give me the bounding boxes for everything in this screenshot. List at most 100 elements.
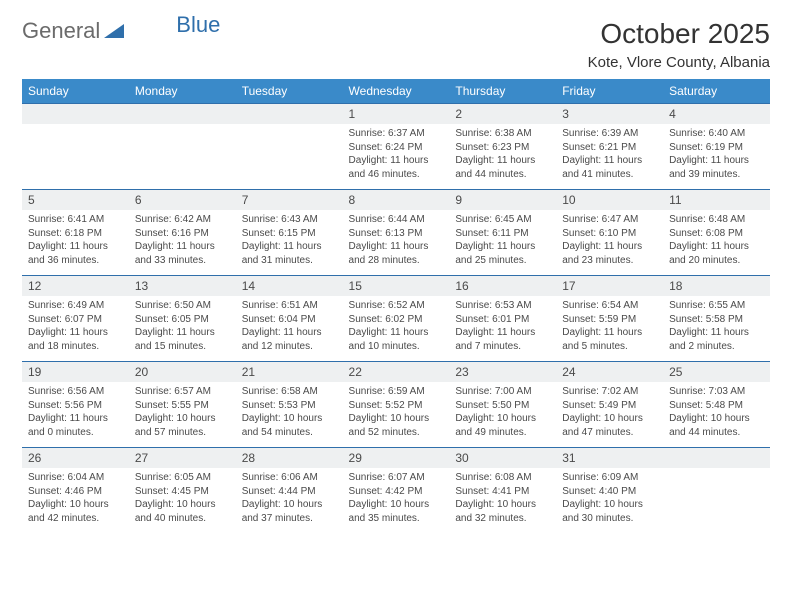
day-detail-cell: Sunrise: 6:04 AMSunset: 4:46 PMDaylight:…: [22, 468, 129, 533]
sunset-text: Sunset: 4:45 PM: [135, 485, 230, 499]
daylight-text-2: and 42 minutes.: [28, 512, 123, 526]
sunset-text: Sunset: 6:08 PM: [669, 227, 764, 241]
sunrise-text: Sunrise: 6:09 AM: [562, 471, 657, 485]
daylight-text-1: Daylight: 10 hours: [562, 498, 657, 512]
day-number-cell: 31: [556, 448, 663, 469]
sunrise-text: Sunrise: 6:38 AM: [455, 127, 550, 141]
sunset-text: Sunset: 6:18 PM: [28, 227, 123, 241]
daylight-text-1: Daylight: 10 hours: [242, 498, 337, 512]
day-number-cell: 19: [22, 362, 129, 383]
daylight-text-2: and 57 minutes.: [135, 426, 230, 440]
day-number-cell: 7: [236, 190, 343, 211]
day-number-cell: 1: [343, 104, 450, 125]
sunset-text: Sunset: 6:05 PM: [135, 313, 230, 327]
sunset-text: Sunset: 5:55 PM: [135, 399, 230, 413]
day-number-cell: 2: [449, 104, 556, 125]
daylight-text-2: and 25 minutes.: [455, 254, 550, 268]
sunrise-text: Sunrise: 6:41 AM: [28, 213, 123, 227]
day-number-cell: 25: [663, 362, 770, 383]
daylight-text-1: Daylight: 11 hours: [562, 154, 657, 168]
daylight-text-1: Daylight: 11 hours: [135, 240, 230, 254]
daylight-text-1: Daylight: 11 hours: [562, 240, 657, 254]
day-number-cell: 10: [556, 190, 663, 211]
daylight-text-1: Daylight: 11 hours: [28, 412, 123, 426]
sunrise-text: Sunrise: 6:54 AM: [562, 299, 657, 313]
day-detail-cell: [22, 124, 129, 190]
day-header: Friday: [556, 79, 663, 104]
day-detail-row: Sunrise: 6:56 AMSunset: 5:56 PMDaylight:…: [22, 382, 770, 448]
day-header: Tuesday: [236, 79, 343, 104]
day-number-cell: 12: [22, 276, 129, 297]
sunset-text: Sunset: 5:56 PM: [28, 399, 123, 413]
sunset-text: Sunset: 4:40 PM: [562, 485, 657, 499]
sunset-text: Sunset: 6:13 PM: [349, 227, 444, 241]
day-number-cell: [129, 104, 236, 125]
day-detail-cell: Sunrise: 6:39 AMSunset: 6:21 PMDaylight:…: [556, 124, 663, 190]
sunset-text: Sunset: 5:58 PM: [669, 313, 764, 327]
logo-triangle-icon: [104, 18, 124, 44]
day-detail-cell: Sunrise: 6:53 AMSunset: 6:01 PMDaylight:…: [449, 296, 556, 362]
daylight-text-1: Daylight: 10 hours: [242, 412, 337, 426]
day-number-cell: 18: [663, 276, 770, 297]
day-detail-cell: Sunrise: 6:42 AMSunset: 6:16 PMDaylight:…: [129, 210, 236, 276]
day-number-row: 1234: [22, 104, 770, 125]
sunrise-text: Sunrise: 6:44 AM: [349, 213, 444, 227]
sunrise-text: Sunrise: 7:00 AM: [455, 385, 550, 399]
day-number-cell: 17: [556, 276, 663, 297]
day-number-cell: 28: [236, 448, 343, 469]
daylight-text-2: and 40 minutes.: [135, 512, 230, 526]
sunrise-text: Sunrise: 6:56 AM: [28, 385, 123, 399]
day-detail-cell: Sunrise: 6:05 AMSunset: 4:45 PMDaylight:…: [129, 468, 236, 533]
calendar-table: Sunday Monday Tuesday Wednesday Thursday…: [22, 79, 770, 533]
day-number-cell: [663, 448, 770, 469]
sunset-text: Sunset: 4:41 PM: [455, 485, 550, 499]
day-number-cell: 27: [129, 448, 236, 469]
daylight-text-1: Daylight: 11 hours: [669, 154, 764, 168]
day-detail-cell: Sunrise: 7:02 AMSunset: 5:49 PMDaylight:…: [556, 382, 663, 448]
daylight-text-1: Daylight: 11 hours: [242, 240, 337, 254]
day-detail-cell: Sunrise: 6:37 AMSunset: 6:24 PMDaylight:…: [343, 124, 450, 190]
day-detail-cell: Sunrise: 6:54 AMSunset: 5:59 PMDaylight:…: [556, 296, 663, 362]
day-number-cell: 29: [343, 448, 450, 469]
day-detail-cell: Sunrise: 6:56 AMSunset: 5:56 PMDaylight:…: [22, 382, 129, 448]
sunset-text: Sunset: 6:24 PM: [349, 141, 444, 155]
day-header: Sunday: [22, 79, 129, 104]
daylight-text-2: and 20 minutes.: [669, 254, 764, 268]
day-detail-cell: [663, 468, 770, 533]
daylight-text-2: and 47 minutes.: [562, 426, 657, 440]
sunrise-text: Sunrise: 6:53 AM: [455, 299, 550, 313]
logo: General Blue: [22, 18, 220, 44]
day-header-row: Sunday Monday Tuesday Wednesday Thursday…: [22, 79, 770, 104]
day-number-cell: 23: [449, 362, 556, 383]
daylight-text-1: Daylight: 11 hours: [562, 326, 657, 340]
daylight-text-2: and 33 minutes.: [135, 254, 230, 268]
daylight-text-1: Daylight: 11 hours: [669, 326, 764, 340]
day-detail-cell: Sunrise: 6:58 AMSunset: 5:53 PMDaylight:…: [236, 382, 343, 448]
sunrise-text: Sunrise: 6:47 AM: [562, 213, 657, 227]
day-number-cell: 30: [449, 448, 556, 469]
daylight-text-2: and 52 minutes.: [349, 426, 444, 440]
sunrise-text: Sunrise: 6:57 AM: [135, 385, 230, 399]
sunrise-text: Sunrise: 7:03 AM: [669, 385, 764, 399]
page-header: General Blue October 2025 Kote, Vlore Co…: [22, 18, 770, 71]
sunrise-text: Sunrise: 6:04 AM: [28, 471, 123, 485]
sunset-text: Sunset: 4:44 PM: [242, 485, 337, 499]
daylight-text-1: Daylight: 11 hours: [349, 326, 444, 340]
sunset-text: Sunset: 5:49 PM: [562, 399, 657, 413]
day-number-cell: 13: [129, 276, 236, 297]
daylight-text-2: and 15 minutes.: [135, 340, 230, 354]
daylight-text-1: Daylight: 10 hours: [135, 498, 230, 512]
sunrise-text: Sunrise: 6:49 AM: [28, 299, 123, 313]
logo-word-1: General: [22, 18, 100, 44]
day-detail-cell: Sunrise: 7:03 AMSunset: 5:48 PMDaylight:…: [663, 382, 770, 448]
day-detail-cell: [129, 124, 236, 190]
sunset-text: Sunset: 5:53 PM: [242, 399, 337, 413]
day-number-cell: 6: [129, 190, 236, 211]
day-number-cell: 22: [343, 362, 450, 383]
day-number-row: 19202122232425: [22, 362, 770, 383]
day-number-row: 262728293031: [22, 448, 770, 469]
daylight-text-1: Daylight: 10 hours: [562, 412, 657, 426]
daylight-text-2: and 39 minutes.: [669, 168, 764, 182]
daylight-text-2: and 7 minutes.: [455, 340, 550, 354]
day-number-cell: 11: [663, 190, 770, 211]
